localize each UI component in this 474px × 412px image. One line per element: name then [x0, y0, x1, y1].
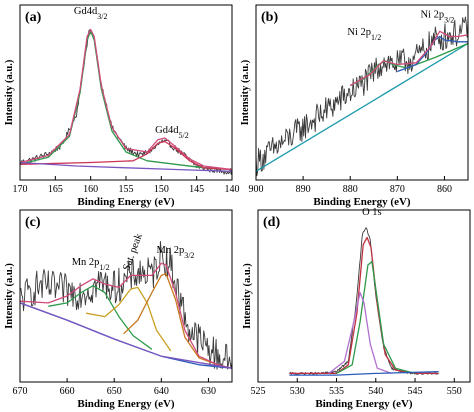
x-tick-label: 660 [60, 386, 75, 397]
x-tick-label: 145 [189, 184, 204, 195]
x-axis-label: Binding Energy (eV) [313, 196, 411, 208]
panel-d: 525 530 535 540 545 550 Binding Energy (eV) Int… [242, 207, 471, 410]
x-tick-label: 165 [48, 184, 63, 195]
x-tick-label: 870 [390, 184, 405, 195]
x-tick-label: 630 [201, 386, 216, 397]
y-axis-label: Intensity (a.u.) [4, 263, 15, 329]
x-tick-label: 545 [408, 386, 423, 397]
panel-label: (a) [25, 10, 42, 25]
x-tick-label: 525 [251, 386, 266, 397]
peak-annotation: Gd4d3/2 [74, 6, 108, 21]
x-tick-label: 150 [154, 184, 169, 195]
panel-c: 670 660 650 640 630 Binding Energy (eV) Intens… [4, 209, 233, 410]
y-axis-label: Intensity (a.u.) [4, 59, 15, 125]
panel-b: 900 890 880 870 860 Binding Energy (eV) Intens… [240, 4, 469, 208]
plot-frame-c [19, 209, 233, 383]
x-tick-label: 540 [368, 386, 383, 397]
x-axis-label: Binding Energy (eV) [77, 398, 175, 410]
panel-label: (c) [25, 215, 41, 230]
plot-frame-d [257, 209, 471, 383]
series-d-background [289, 371, 439, 376]
series-a-background [19, 161, 233, 172]
peak-annotation: Gd4d5/2 [155, 125, 189, 140]
x-tick-label: 140 [225, 184, 240, 195]
series-c-envelope [19, 262, 233, 369]
x-tick-label: 900 [249, 184, 264, 195]
series-a-fit-gd4d52 [19, 140, 233, 171]
series-b-raw [255, 16, 469, 177]
series-d-fit-lattice-o [336, 260, 416, 375]
peak-annotation: Mn 2p3/2 [156, 245, 194, 260]
x-tick-label: 550 [447, 386, 462, 397]
series-b-fit-ni2p32 [397, 35, 468, 73]
series-a-envelope [19, 28, 233, 171]
series-c-fit-mn2p12 [48, 285, 153, 350]
series-b-envelope [349, 30, 469, 87]
x-tick-label: 860 [437, 184, 452, 195]
x-tick-label: 160 [83, 184, 98, 195]
peak-annotation: O 1s [362, 207, 382, 218]
x-tick-label: 155 [119, 184, 134, 195]
plot-frame-b [255, 4, 469, 181]
peak-annotation: Ni 2p1/2 [347, 27, 381, 42]
peak-annotation: Mn 2p1/2 [72, 257, 110, 272]
panel-label: (d) [263, 215, 280, 230]
panel-label: (b) [261, 10, 278, 25]
series-c-fit-mn2p32 [123, 272, 219, 366]
series-c-fit-satellite [85, 286, 172, 352]
x-tick-label: 170 [13, 184, 28, 195]
x-tick-label: 890 [296, 184, 311, 195]
panel-a: 170 165 160 155 150 145 140 Binding Energy (eV)… [4, 4, 240, 208]
x-tick-label: 670 [13, 386, 28, 397]
x-tick-label: 530 [290, 386, 305, 397]
x-tick-label: 640 [154, 386, 169, 397]
peak-annotation: Ni 2p3/2 [420, 9, 454, 24]
series-c-raw [19, 240, 233, 370]
series-d-fit-adsorbed-o [328, 291, 392, 375]
peak-annotation: Sat. peak [121, 231, 145, 272]
series-a-raw [19, 29, 233, 175]
y-axis-label: Intensity (a.u.) [242, 263, 253, 329]
series-d-envelope [289, 236, 439, 375]
x-tick-label: 650 [107, 386, 122, 397]
y-axis-label: Intensity (a.u.) [240, 59, 251, 125]
x-tick-label: 535 [329, 386, 344, 397]
series-c-background [19, 302, 233, 369]
x-axis-label: Binding Energy (eV) [315, 398, 413, 410]
x-tick-label: 880 [343, 184, 358, 195]
x-axis-label: Binding Energy (eV) [77, 196, 175, 208]
series-b-baseline [255, 42, 469, 172]
